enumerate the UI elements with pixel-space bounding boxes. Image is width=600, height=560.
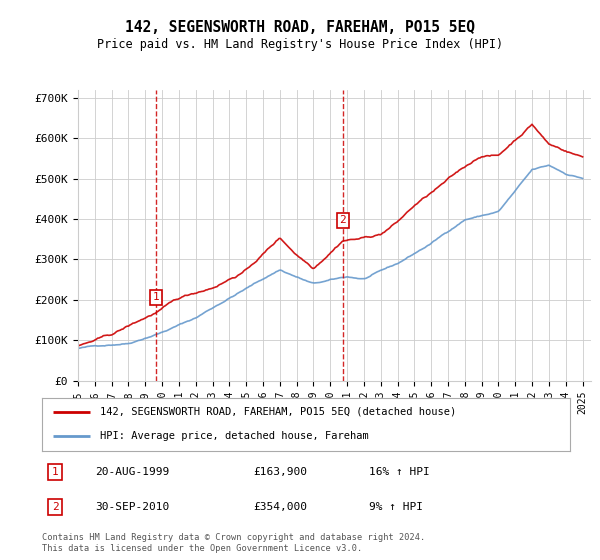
Text: Contains HM Land Registry data © Crown copyright and database right 2024.
This d: Contains HM Land Registry data © Crown c… xyxy=(42,533,425,553)
Text: 30-SEP-2010: 30-SEP-2010 xyxy=(95,502,169,512)
Text: 20-AUG-1999: 20-AUG-1999 xyxy=(95,467,169,477)
Text: £354,000: £354,000 xyxy=(253,502,307,512)
Text: 9% ↑ HPI: 9% ↑ HPI xyxy=(370,502,424,512)
Text: HPI: Average price, detached house, Fareham: HPI: Average price, detached house, Fare… xyxy=(100,431,369,441)
Text: £163,900: £163,900 xyxy=(253,467,307,477)
Text: 142, SEGENSWORTH ROAD, FAREHAM, PO15 5EQ (detached house): 142, SEGENSWORTH ROAD, FAREHAM, PO15 5EQ… xyxy=(100,407,457,417)
Text: 1: 1 xyxy=(52,467,59,477)
Text: Price paid vs. HM Land Registry's House Price Index (HPI): Price paid vs. HM Land Registry's House … xyxy=(97,38,503,51)
Text: 16% ↑ HPI: 16% ↑ HPI xyxy=(370,467,430,477)
Text: 2: 2 xyxy=(52,502,59,512)
Text: 2: 2 xyxy=(340,216,346,226)
Text: 142, SEGENSWORTH ROAD, FAREHAM, PO15 5EQ: 142, SEGENSWORTH ROAD, FAREHAM, PO15 5EQ xyxy=(125,20,475,35)
Text: 1: 1 xyxy=(152,292,160,302)
